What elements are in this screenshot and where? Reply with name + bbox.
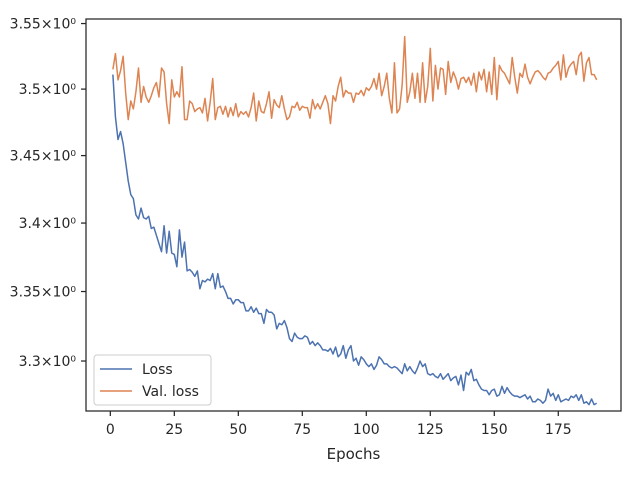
y-tick-label: 3.55×10⁰ <box>10 17 77 33</box>
y-axis: 3.3×10⁰ 3.35×10⁰ 3.4×10⁰ 3.45×10⁰ 3.5×10⁰ 3.5… <box>10 17 86 370</box>
y-tick-label: 3.45×10⁰ <box>10 149 77 165</box>
legend-label-val-loss: Val. loss <box>142 384 199 400</box>
y-tick-label: 3.3×10⁰ <box>19 354 77 370</box>
x-tick-label: 175 <box>545 422 572 438</box>
x-tick-label: 25 <box>165 422 183 438</box>
x-tick-label: 0 <box>106 422 115 438</box>
legend-label-loss: Loss <box>142 362 173 378</box>
x-tick-label: 150 <box>481 422 508 438</box>
y-tick-label: 3.35×10⁰ <box>10 285 77 301</box>
series-layer <box>112 35 598 406</box>
plot-background <box>86 19 621 411</box>
x-tick-label: 125 <box>417 422 444 438</box>
y-tick-label: 3.4×10⁰ <box>19 216 77 232</box>
series-line-loss <box>112 74 598 406</box>
y-tick-label: 3.5×10⁰ <box>19 82 77 98</box>
x-axis-label: Epochs <box>327 445 381 463</box>
x-axis: 0 25 50 75 100 125 150 175 <box>106 411 572 438</box>
x-tick-label: 75 <box>293 422 311 438</box>
plot-frame <box>85 18 622 412</box>
legend: Loss Val. loss <box>93 354 212 406</box>
x-tick-label: 50 <box>229 422 247 438</box>
legend-box <box>93 354 212 406</box>
x-tick-label: 100 <box>353 422 380 438</box>
series-line-val-loss <box>112 35 598 125</box>
